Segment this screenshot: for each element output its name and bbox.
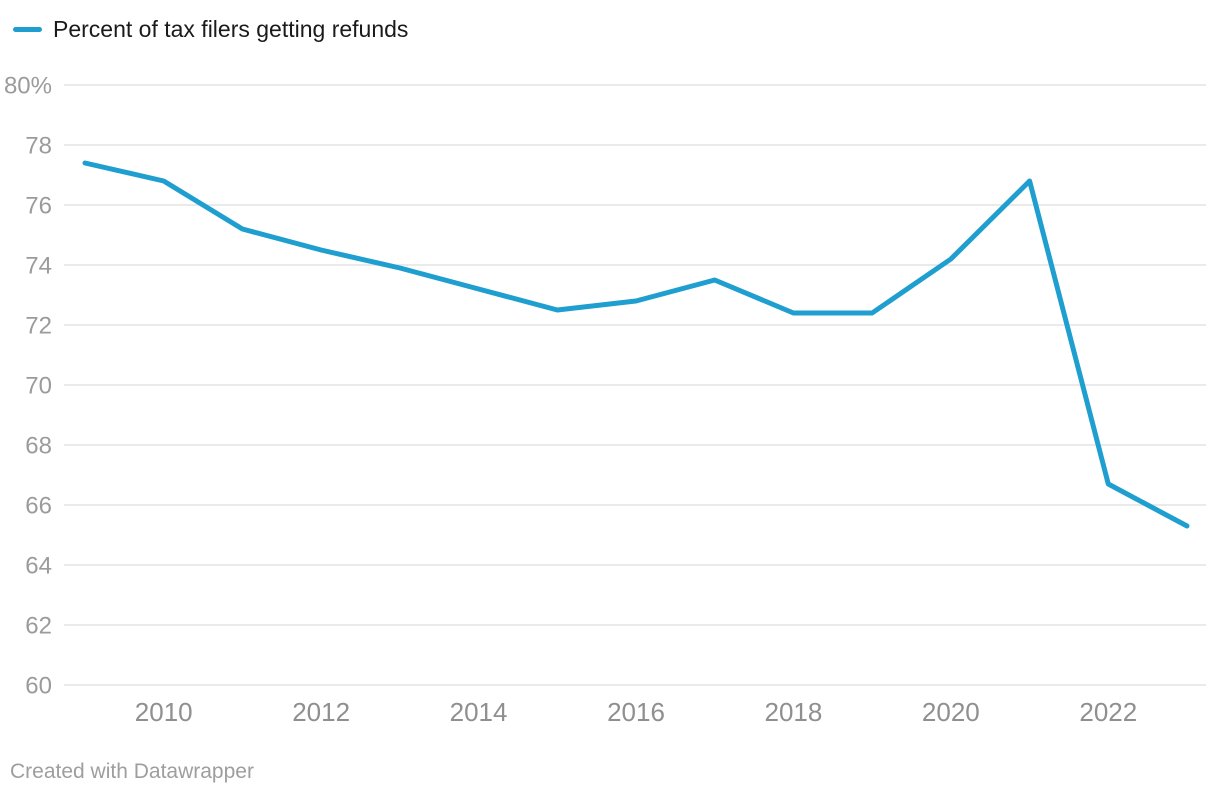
x-tick-label: 2020 <box>922 697 980 727</box>
y-tick-label: 64 <box>25 553 52 580</box>
legend: Percent of tax filers getting refunds <box>13 16 408 44</box>
y-tick-label: 70 <box>25 373 52 400</box>
y-tick-label: 68 <box>25 433 52 460</box>
y-tick-label: 62 <box>25 613 52 640</box>
y-tick-label: 78 <box>25 133 52 160</box>
y-tick-label: 66 <box>25 493 52 520</box>
y-tick-label: 72 <box>25 313 52 340</box>
y-tick-label: 76 <box>25 193 52 220</box>
datawrapper-credit: Created with Datawrapper <box>10 760 254 783</box>
x-tick-label: 2018 <box>765 697 823 727</box>
x-tick-label: 2012 <box>292 697 350 727</box>
legend-label: Percent of tax filers getting refunds <box>53 16 409 42</box>
x-tick-label: 2016 <box>607 697 665 727</box>
x-tick-label: 2014 <box>450 697 508 727</box>
data-line-percent-refunds <box>82 160 1190 529</box>
y-tick-label: 74 <box>25 253 52 280</box>
y-tick-label: 80% <box>4 73 52 100</box>
x-tick-label: 2010 <box>135 697 193 727</box>
legend-line-swatch <box>13 27 42 33</box>
y-tick-label: 60 <box>25 673 52 700</box>
x-tick-label: 2022 <box>1079 697 1137 727</box>
